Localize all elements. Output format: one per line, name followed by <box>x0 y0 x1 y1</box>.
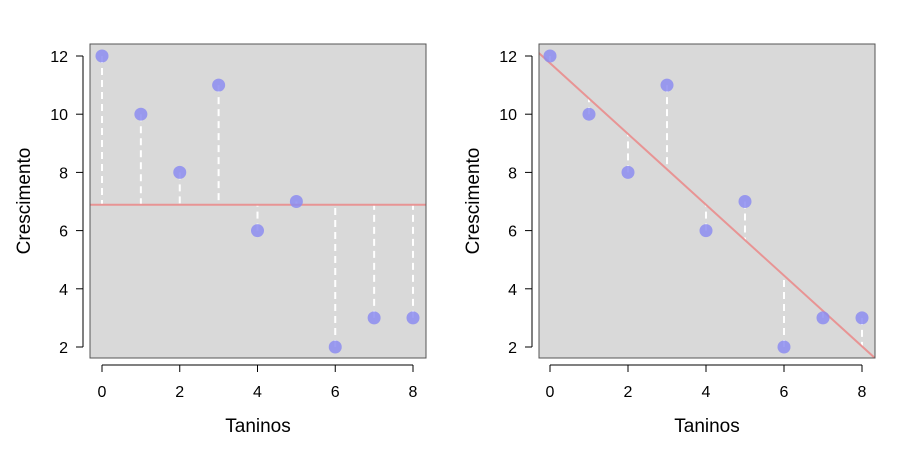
data-point <box>855 311 869 325</box>
x-axis-title: Taninos <box>225 416 291 437</box>
panel-mean-model: 0 2 4 6 8 2 4 6 8 10 12 Taninos Crescimento <box>14 43 427 437</box>
y-tick-label: 6 <box>508 224 517 241</box>
y-tick-label: 6 <box>59 224 68 241</box>
y-tick-label: 4 <box>59 282 68 299</box>
data-point <box>582 107 596 121</box>
y-tick-label: 2 <box>59 340 68 357</box>
data-point <box>699 224 713 238</box>
plot-frame <box>89 43 427 359</box>
data-point <box>406 311 420 325</box>
x-tick-label: 4 <box>253 384 262 401</box>
data-point <box>660 78 674 92</box>
plot-content <box>539 49 875 358</box>
data-point <box>173 165 187 179</box>
y-tick-label: 4 <box>508 282 517 299</box>
y-tick-label: 12 <box>499 49 517 66</box>
plot-area <box>90 44 426 358</box>
data-point <box>367 311 381 325</box>
data-point <box>816 311 830 325</box>
plot-content <box>90 49 426 354</box>
y-axis-title: Crescimento <box>463 148 484 255</box>
x-tick-label: 8 <box>409 384 418 401</box>
x-tick-label: 6 <box>780 384 789 401</box>
x-tick-label: 2 <box>175 384 184 401</box>
x-tick-label: 2 <box>624 384 633 401</box>
panel-regression-model: 0 2 4 6 8 2 4 6 8 10 12 Taninos Crescimento <box>463 43 876 437</box>
data-point <box>95 49 109 63</box>
data-point <box>777 340 791 354</box>
y-axis-title: Crescimento <box>14 148 35 255</box>
x-tick-label: 4 <box>702 384 711 401</box>
plot-frame <box>538 43 876 359</box>
data-point <box>251 224 264 238</box>
y-tick-label: 10 <box>50 107 68 124</box>
x-tick-label: 0 <box>546 384 555 401</box>
y-tick-label: 10 <box>499 107 517 124</box>
x-tick-label: 6 <box>331 384 340 401</box>
data-point <box>212 78 226 92</box>
regression-line <box>539 51 875 358</box>
y-tick-label: 8 <box>59 165 68 182</box>
y-tick-label: 8 <box>508 165 517 182</box>
data-point <box>289 195 303 208</box>
y-tick-label: 2 <box>508 340 517 357</box>
data-point <box>621 165 635 179</box>
x-axis-title: Taninos <box>674 416 740 437</box>
data-point <box>543 49 557 63</box>
data-point <box>328 340 342 354</box>
data-point <box>738 195 752 208</box>
plot-area <box>539 44 875 358</box>
data-point <box>134 107 148 121</box>
y-tick-label: 12 <box>50 49 68 66</box>
x-tick-label: 0 <box>98 384 107 401</box>
x-tick-label: 8 <box>858 384 867 401</box>
